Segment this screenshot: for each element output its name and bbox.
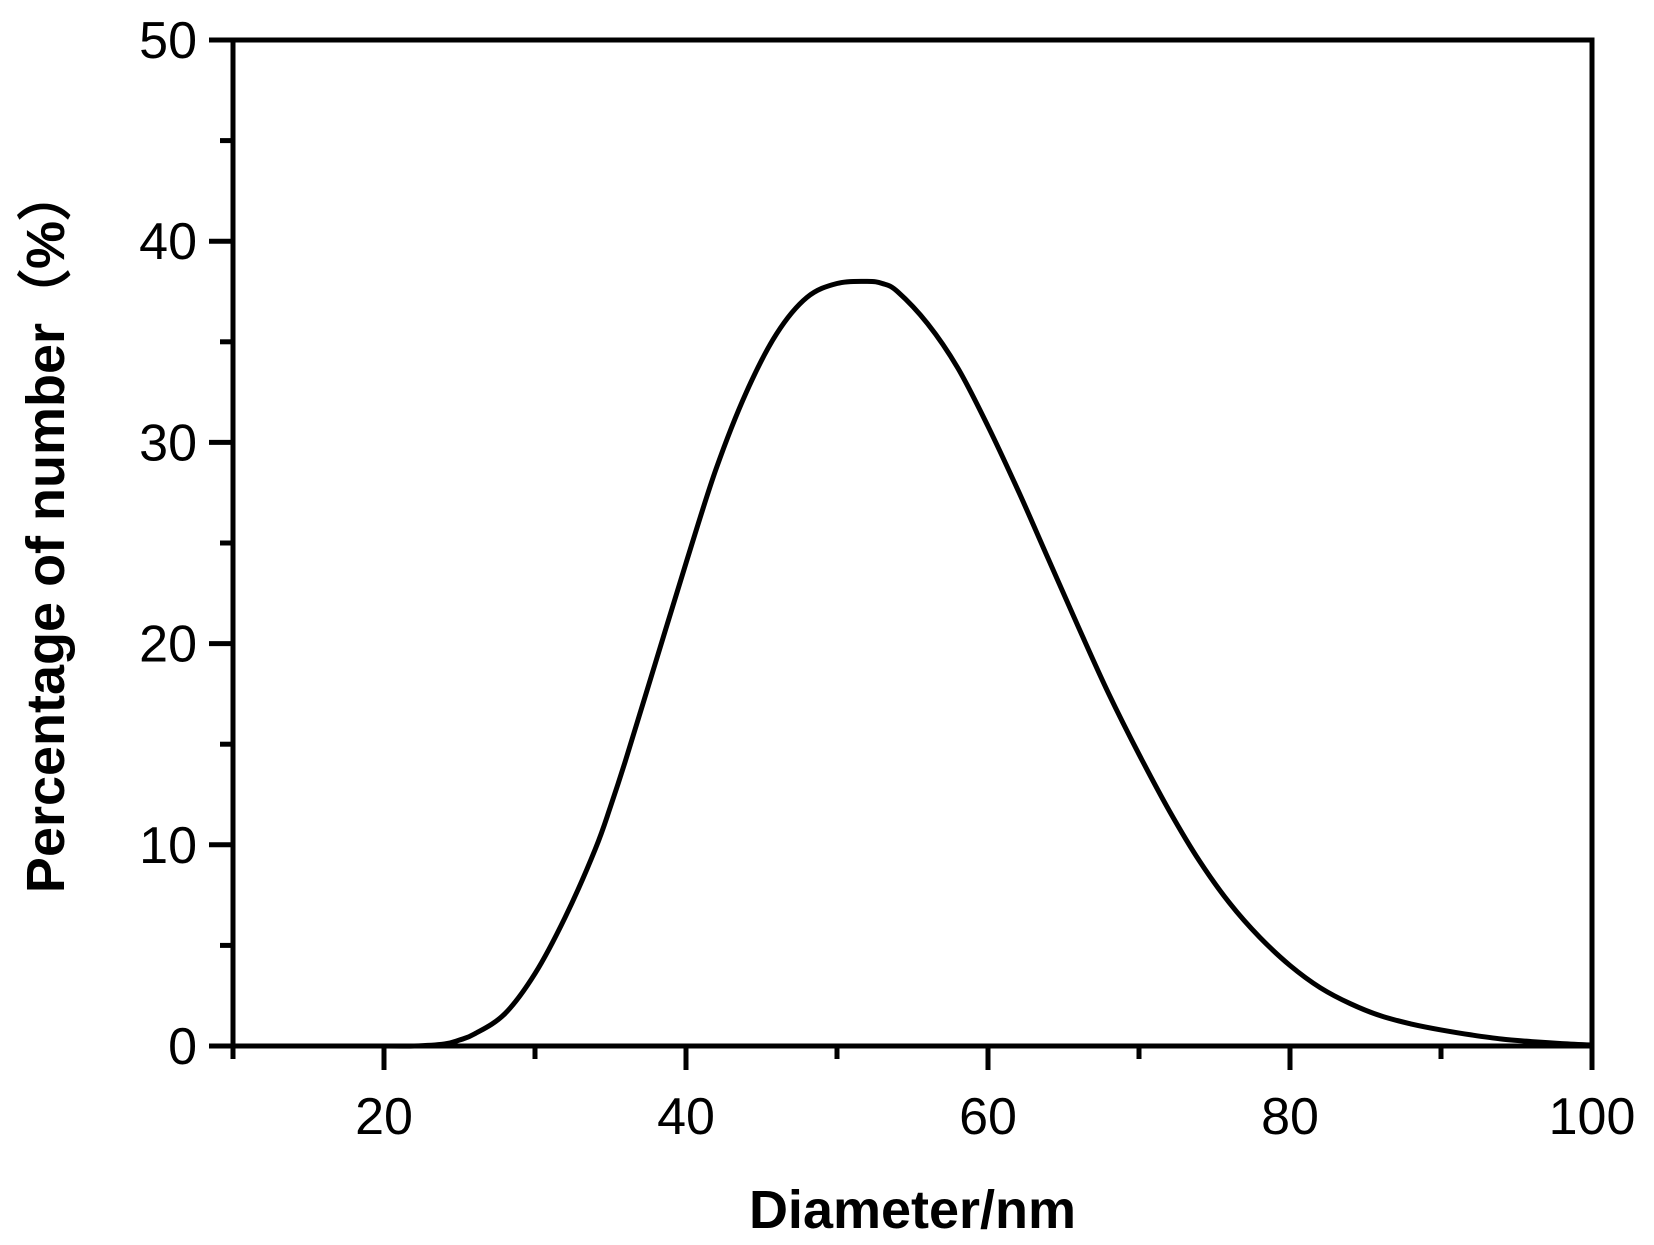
y-tick-label-50: 50 — [139, 12, 197, 70]
plot-frame — [230, 37, 1595, 1049]
x-tick-label-20: 20 — [355, 1088, 413, 1146]
y-tick-label-40: 40 — [139, 213, 197, 271]
y-axis-tick-labels: 0 10 20 30 40 50 — [139, 12, 197, 1076]
distribution-curve — [230, 278, 1595, 1049]
x-axis-ticks — [230, 1046, 1595, 1070]
y-axis-ticks — [209, 37, 233, 1049]
y-tick-label-0: 0 — [168, 1018, 197, 1076]
x-axis-tick-labels: 20 40 60 80 100 — [355, 1088, 1635, 1146]
y-tick-label-20: 20 — [139, 616, 197, 674]
y-tick-label-30: 30 — [139, 414, 197, 472]
x-axis-title: Diameter/nm — [749, 1180, 1076, 1240]
x-tick-label-60: 60 — [959, 1088, 1017, 1146]
y-tick-label-10: 10 — [139, 817, 197, 875]
y-axis-title: Percentage of number（%） — [16, 167, 76, 893]
x-tick-label-100: 100 — [1549, 1088, 1636, 1146]
x-tick-label-40: 40 — [657, 1088, 715, 1146]
x-tick-label-80: 80 — [1261, 1088, 1319, 1146]
